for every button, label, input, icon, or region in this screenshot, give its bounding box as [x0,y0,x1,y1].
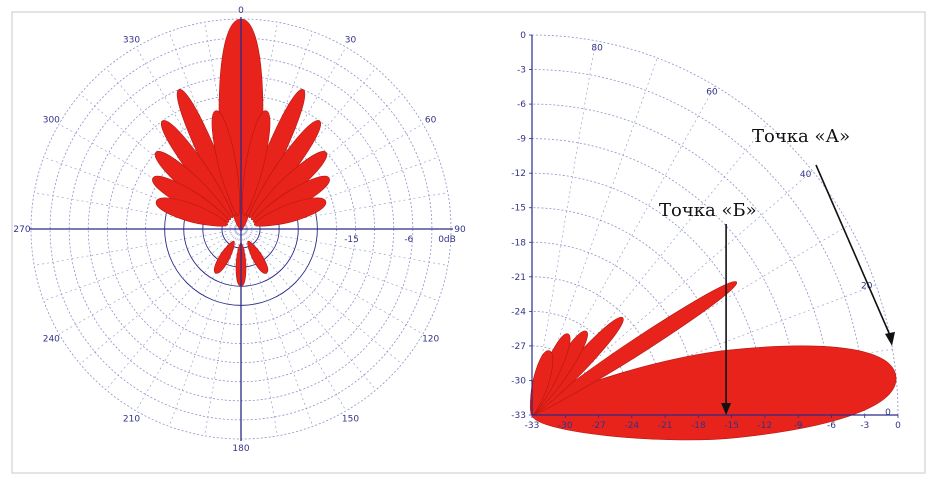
polar-angle-tick-label: 60 [425,116,437,126]
polar-angle-tick-label: 240 [43,335,60,345]
polar-grid-spoke [105,228,242,391]
polar-angle-tick-label: 180 [232,444,249,454]
quadrant-x-tick-label: -6 [827,421,836,431]
polar-grid-spoke [58,228,242,335]
polar-angle-tick-label: 150 [342,415,359,425]
polar-radial-tick-label: -6 [404,235,413,245]
quadrant-y-tick-label: -6 [517,100,526,110]
annotation-arrow-a [815,164,893,341]
polar-lobe [211,110,241,216]
quadrant-x-tick-label: -33 [525,421,540,431]
quadrant-y-tick-label: 0 [520,31,526,41]
polar-grid-spoke [240,228,424,335]
polar-chart: 0 30 60 90 120 150 180 210 240 270 300 330 -15 -6 0dB [13,6,466,454]
polar-grid-spoke [240,228,403,365]
polar-grid-spoke [79,228,242,365]
quadrant-y-tick-label: -12 [511,169,526,179]
quadrant-lobes [529,281,897,441]
quadrant-grid-spoke [531,123,768,416]
quadrant-grid-spoke [531,57,658,416]
polar-grid-spoke [168,31,242,230]
quadrant-annotations: Точка «А» Точка «Б» [659,126,895,415]
quadrant-y-tick-label: -15 [511,204,526,214]
quadrant-grid-arc [531,69,866,416]
polar-lobe [155,197,228,227]
quadrant-x-tick-label: -30 [558,421,573,431]
quadrant-y-tick-label: -27 [511,342,526,352]
quadrant-lobe [529,350,554,416]
quadrant-y-tick-label: -3 [517,66,526,76]
polar-radial-tick-label: -15 [344,235,359,245]
quadrant-angle-tick-label: 80 [591,44,603,54]
polar-angle-tick-label: 330 [123,35,140,45]
quadrant-x-tick-label: -3 [860,421,869,431]
quadrant-grid-arc [531,103,832,416]
polar-grid-spoke [240,228,377,391]
quadrant-y-tick-label: -33 [511,411,526,421]
quadrant-x-tick-label: -9 [794,421,803,431]
polar-angle-tick-label: 300 [43,116,60,126]
quadrant-x-tick-label: -24 [624,421,639,431]
polar-angle-tick-label: 0 [238,6,244,16]
polar-grid-spoke [240,228,448,266]
quadrant-angle-tick-label: 40 [800,170,812,180]
quadrant-y-tick-label: -9 [517,135,526,145]
quadrant-lobe [531,281,737,416]
quadrant-grid-arc [531,34,899,416]
quadrant-x-tick-label: -15 [724,421,739,431]
polar-grid-spoke [168,228,242,427]
figure-border [11,11,926,474]
polar-angle-tick-label: 120 [422,335,439,345]
polar-grid-spoke [240,228,314,427]
polar-lobe [247,240,269,274]
quadrant-x-tick-label: -12 [758,421,773,431]
annotation-arrowhead-a [885,331,895,346]
annotation-arrowhead-b [721,403,732,415]
polar-lobe [254,197,327,227]
quadrant-grid-arc [531,172,766,416]
polar-grid-spoke [240,228,439,302]
quadrant-x-tick-label: -21 [658,421,673,431]
polar-grid-spoke [204,228,242,436]
polar-angle-tick-label: 270 [13,225,30,235]
quadrant-lobe [531,345,897,441]
annotation-label-b: Точка «Б» [659,200,757,221]
quadrant-angle-tick-label: 0 [885,408,891,418]
polar-grid-spoke [240,228,278,436]
polar-radial-tick-label: 0dB [438,235,456,245]
quadrant-x-tick-label: -27 [591,421,606,431]
polar-angle-tick-label: 210 [123,415,140,425]
polar-axes [29,17,453,441]
quadrant-tick-labels: -33 -30 -27 -24 -21 -18 -15 -12 -9 -6 -3 00-3-6-9-1… [511,31,901,431]
quadrant-chart: -33 -30 -27 -24 -21 -18 -15 -12 -9 -6 -3 00-3-6-9-1… [511,31,901,441]
quadrant-grid-arc [531,138,799,416]
quadrant-x-tick-label: 0 [895,421,901,431]
quadrant-angle-tick-label: 60 [706,88,718,98]
quadrant-y-tick-label: -24 [511,307,526,317]
quadrant-grid-spoke [531,40,596,416]
polar-angle-tick-label: 30 [345,35,357,45]
quadrant-y-tick-label: -18 [511,238,526,248]
polar-lobes [152,18,330,287]
polar-lobe [213,240,235,274]
quadrant-y-tick-label: -21 [511,273,526,283]
polar-grid-spoke [34,228,242,266]
polar-tick-labels: 0 30 60 90 120 150 180 210 240 270 300 330 -15 -6 0dB [13,6,466,454]
annotation-label-a: Точка «А» [752,126,850,147]
quadrant-y-tick-label: -30 [511,376,526,386]
quadrant-angle-tick-label: 20 [861,281,873,291]
quadrant-grid-arc [531,207,733,416]
polar-lobe [241,110,271,216]
polar-angle-tick-label: 90 [454,225,466,235]
quadrant-axes [529,34,899,418]
quadrant-x-tick-label: -18 [691,421,706,431]
polar-grid-spoke [43,228,242,302]
